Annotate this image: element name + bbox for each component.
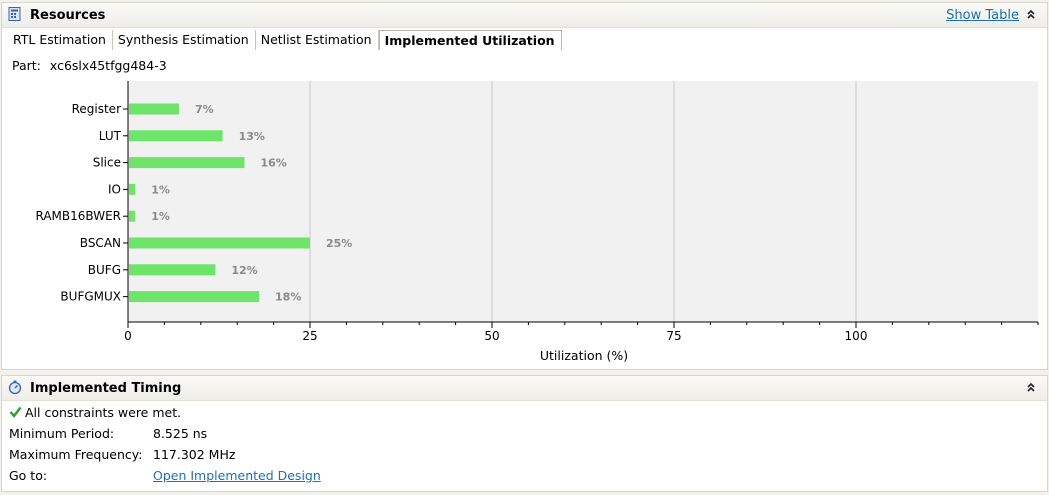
resources-header: Resources Show Table	[2, 3, 1047, 28]
category-label: IO	[108, 182, 121, 196]
goto-label: Go to:	[9, 468, 48, 483]
category-label: BUFGMUX	[60, 290, 121, 304]
min-period-label: Minimum Period:	[9, 426, 115, 441]
min-period-value: 8.525 ns	[153, 426, 208, 441]
bar-value-label: 12%	[231, 264, 257, 277]
category-label: BSCAN	[80, 236, 121, 250]
timing-status-text: All constraints were met.	[25, 405, 182, 420]
part-value: xc6slx45tfgg484-3	[49, 58, 167, 73]
category-label: BUFG	[88, 263, 121, 277]
x-tick-label: 0	[124, 329, 132, 343]
stopwatch-icon	[8, 380, 22, 394]
x-tick-label: 50	[484, 329, 499, 343]
resources-title: Resources	[30, 8, 106, 23]
min-period-row: Minimum Period: 8.525 ns	[9, 426, 207, 441]
bar-value-label: 18%	[275, 291, 301, 304]
resources-grid-icon	[8, 7, 21, 21]
bar-value-label: 25%	[326, 237, 352, 250]
timing-status: All constraints were met.	[9, 405, 181, 420]
x-tick-label: 75	[666, 329, 681, 343]
bar-value-label: 13%	[239, 130, 265, 143]
bar-value-label: 16%	[260, 157, 286, 170]
max-frequency-row: Maximum Frequency: 117.302 MHz	[9, 447, 235, 462]
resource-tabs: RTL Estimation Synthesis Estimation Netl…	[8, 30, 562, 50]
part-label: Part:	[12, 58, 41, 73]
bar	[129, 264, 216, 276]
bar-value-label: 1%	[151, 210, 170, 223]
bar	[129, 130, 223, 142]
bar	[129, 183, 136, 195]
bar	[129, 103, 179, 115]
utilization-chart: 0 25 50 75 100 Utilization (%) Register 7% LUT 13…	[35, 81, 1039, 363]
x-tick-label: 25	[302, 329, 317, 343]
show-table-link[interactable]: Show Table	[946, 8, 1019, 23]
open-implemented-design-link[interactable]: Open Implemented Design	[153, 468, 321, 483]
tab-rtl-estimation[interactable]: RTL Estimation	[8, 30, 113, 50]
bar-value-label: 1%	[151, 183, 170, 196]
category-label: LUT	[99, 129, 122, 143]
bar	[129, 237, 310, 249]
double-chevron-up-icon[interactable]	[1025, 380, 1037, 394]
timing-title: Implemented Timing	[30, 381, 182, 396]
category-label: Slice	[93, 156, 121, 170]
bar-value-label: 7%	[195, 103, 214, 116]
tab-netlist-estimation[interactable]: Netlist Estimation	[256, 30, 379, 50]
goto-row: Go to: Open Implemented Design	[9, 468, 321, 483]
x-tick-label: 100	[845, 329, 868, 343]
bar	[129, 210, 136, 222]
plot-area	[128, 81, 1038, 322]
category-label: RAMB16BWER	[35, 209, 121, 223]
green-check-icon	[9, 406, 22, 418]
timing-header: Implemented Timing	[2, 376, 1047, 401]
category-label: Register	[72, 102, 121, 116]
timing-panel: Implemented Timing All constraints were …	[1, 375, 1048, 492]
x-axis-title: Utilization (%)	[540, 348, 628, 363]
tab-implemented-utilization[interactable]: Implemented Utilization	[378, 30, 562, 50]
max-frequency-label: Maximum Frequency:	[9, 447, 143, 462]
tab-synthesis-estimation[interactable]: Synthesis Estimation	[113, 30, 256, 50]
part-row: Part: xc6slx45tfgg484-3	[12, 58, 167, 73]
double-chevron-up-icon[interactable]	[1025, 7, 1037, 21]
bar	[129, 291, 260, 303]
bar	[129, 157, 245, 169]
resources-panel: Resources Show Table RTL Estimation Synt…	[1, 2, 1048, 370]
max-frequency-value: 117.302 MHz	[153, 447, 236, 462]
